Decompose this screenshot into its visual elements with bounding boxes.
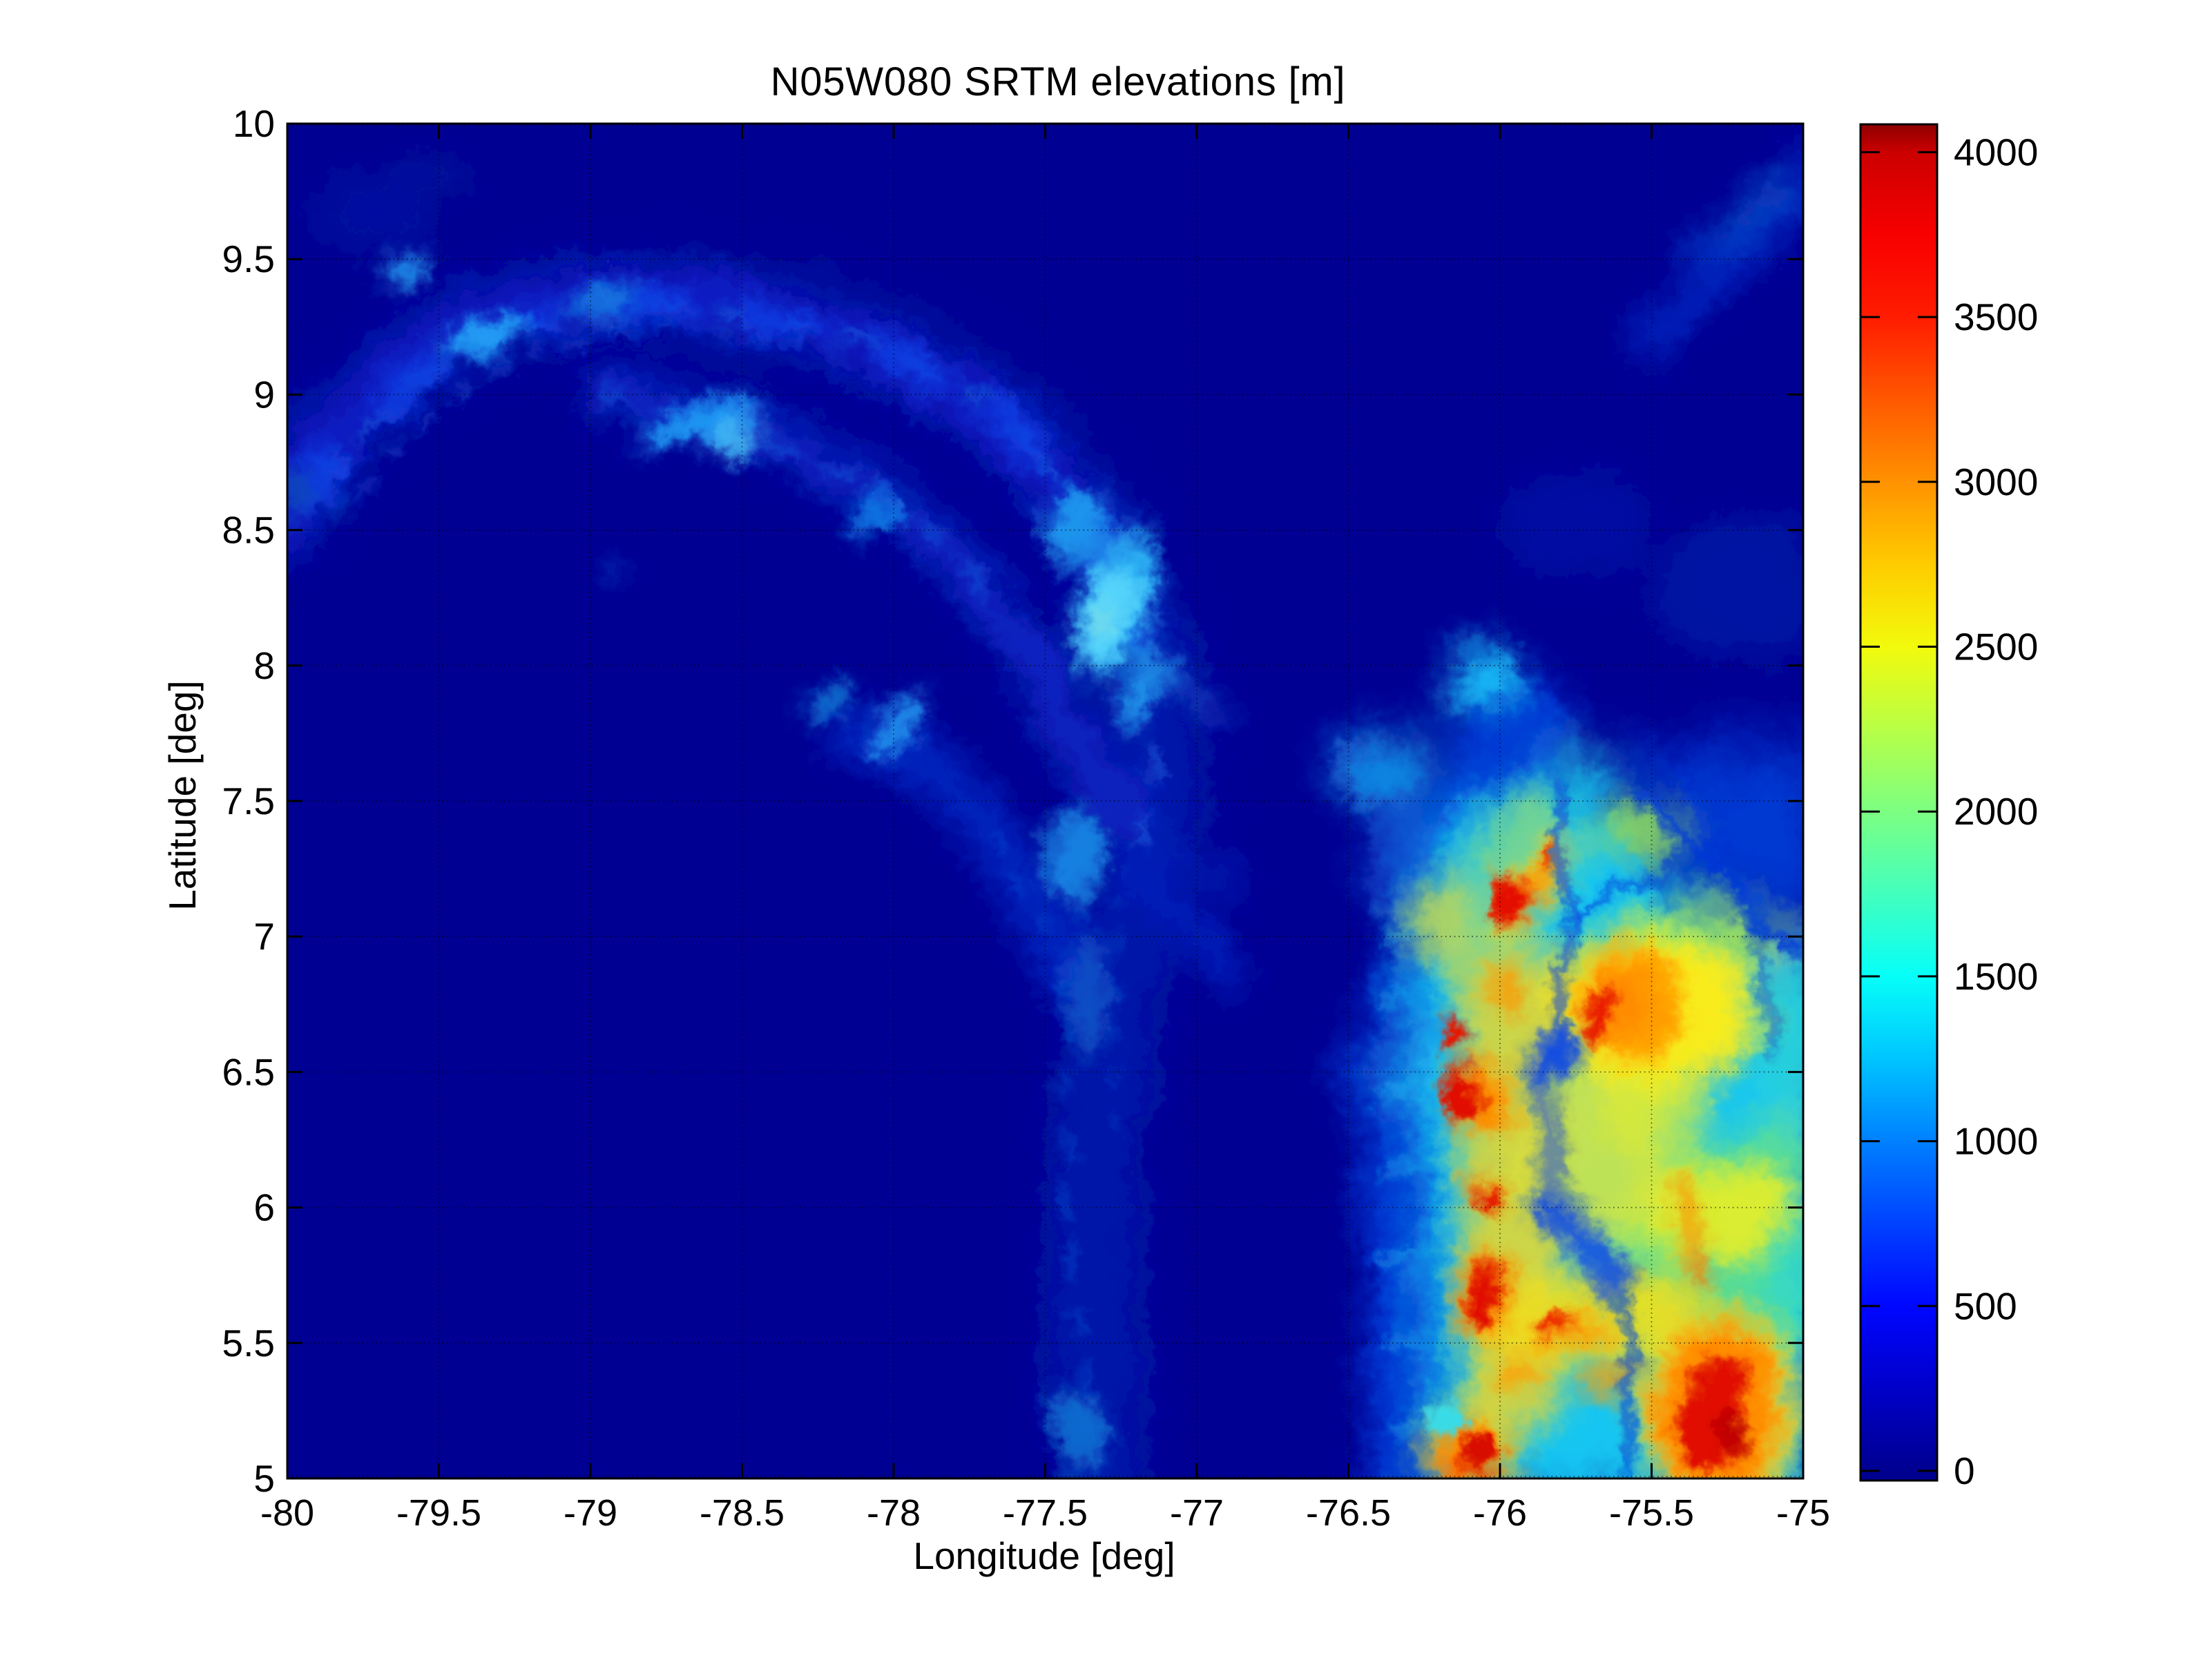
svg-text:6: 6 [253, 1186, 275, 1229]
svg-text:8.5: 8.5 [222, 509, 275, 552]
svg-text:7.5: 7.5 [222, 780, 275, 822]
svg-text:2000: 2000 [1954, 790, 2038, 833]
svg-text:3000: 3000 [1954, 461, 2038, 503]
svg-text:6.5: 6.5 [222, 1050, 275, 1093]
svg-text:Longitude [deg]: Longitude [deg] [913, 1534, 1175, 1577]
svg-text:-77.5: -77.5 [1003, 1492, 1088, 1534]
svg-text:-77: -77 [1170, 1492, 1224, 1534]
svg-text:-79.5: -79.5 [396, 1492, 481, 1534]
svg-text:-75.5: -75.5 [1609, 1492, 1694, 1534]
svg-text:-78.5: -78.5 [700, 1492, 785, 1534]
svg-text:4000: 4000 [1954, 131, 2038, 173]
svg-text:-75: -75 [1776, 1492, 1830, 1534]
svg-text:-76: -76 [1473, 1492, 1527, 1534]
svg-text:-76.5: -76.5 [1306, 1492, 1391, 1534]
svg-text:9: 9 [253, 373, 275, 416]
svg-text:9.5: 9.5 [222, 238, 275, 280]
svg-text:1000: 1000 [1954, 1120, 2038, 1163]
svg-text:-80: -80 [260, 1492, 314, 1534]
svg-text:5.5: 5.5 [222, 1322, 275, 1365]
svg-text:3500: 3500 [1954, 296, 2038, 338]
svg-text:N05W080 SRTM elevations [m]: N05W080 SRTM elevations [m] [771, 59, 1346, 104]
svg-text:500: 500 [1954, 1284, 2017, 1327]
svg-text:-78: -78 [867, 1492, 921, 1534]
svg-text:8: 8 [253, 644, 275, 687]
svg-text:2500: 2500 [1954, 626, 2038, 668]
svg-text:0: 0 [1954, 1449, 1975, 1492]
svg-text:5: 5 [253, 1457, 275, 1500]
svg-text:-79: -79 [564, 1492, 617, 1534]
svg-text:7: 7 [253, 915, 275, 958]
svg-text:1500: 1500 [1954, 955, 2038, 998]
svg-text:10: 10 [233, 102, 275, 145]
svg-text:Latitude [deg]: Latitude [deg] [161, 680, 204, 910]
